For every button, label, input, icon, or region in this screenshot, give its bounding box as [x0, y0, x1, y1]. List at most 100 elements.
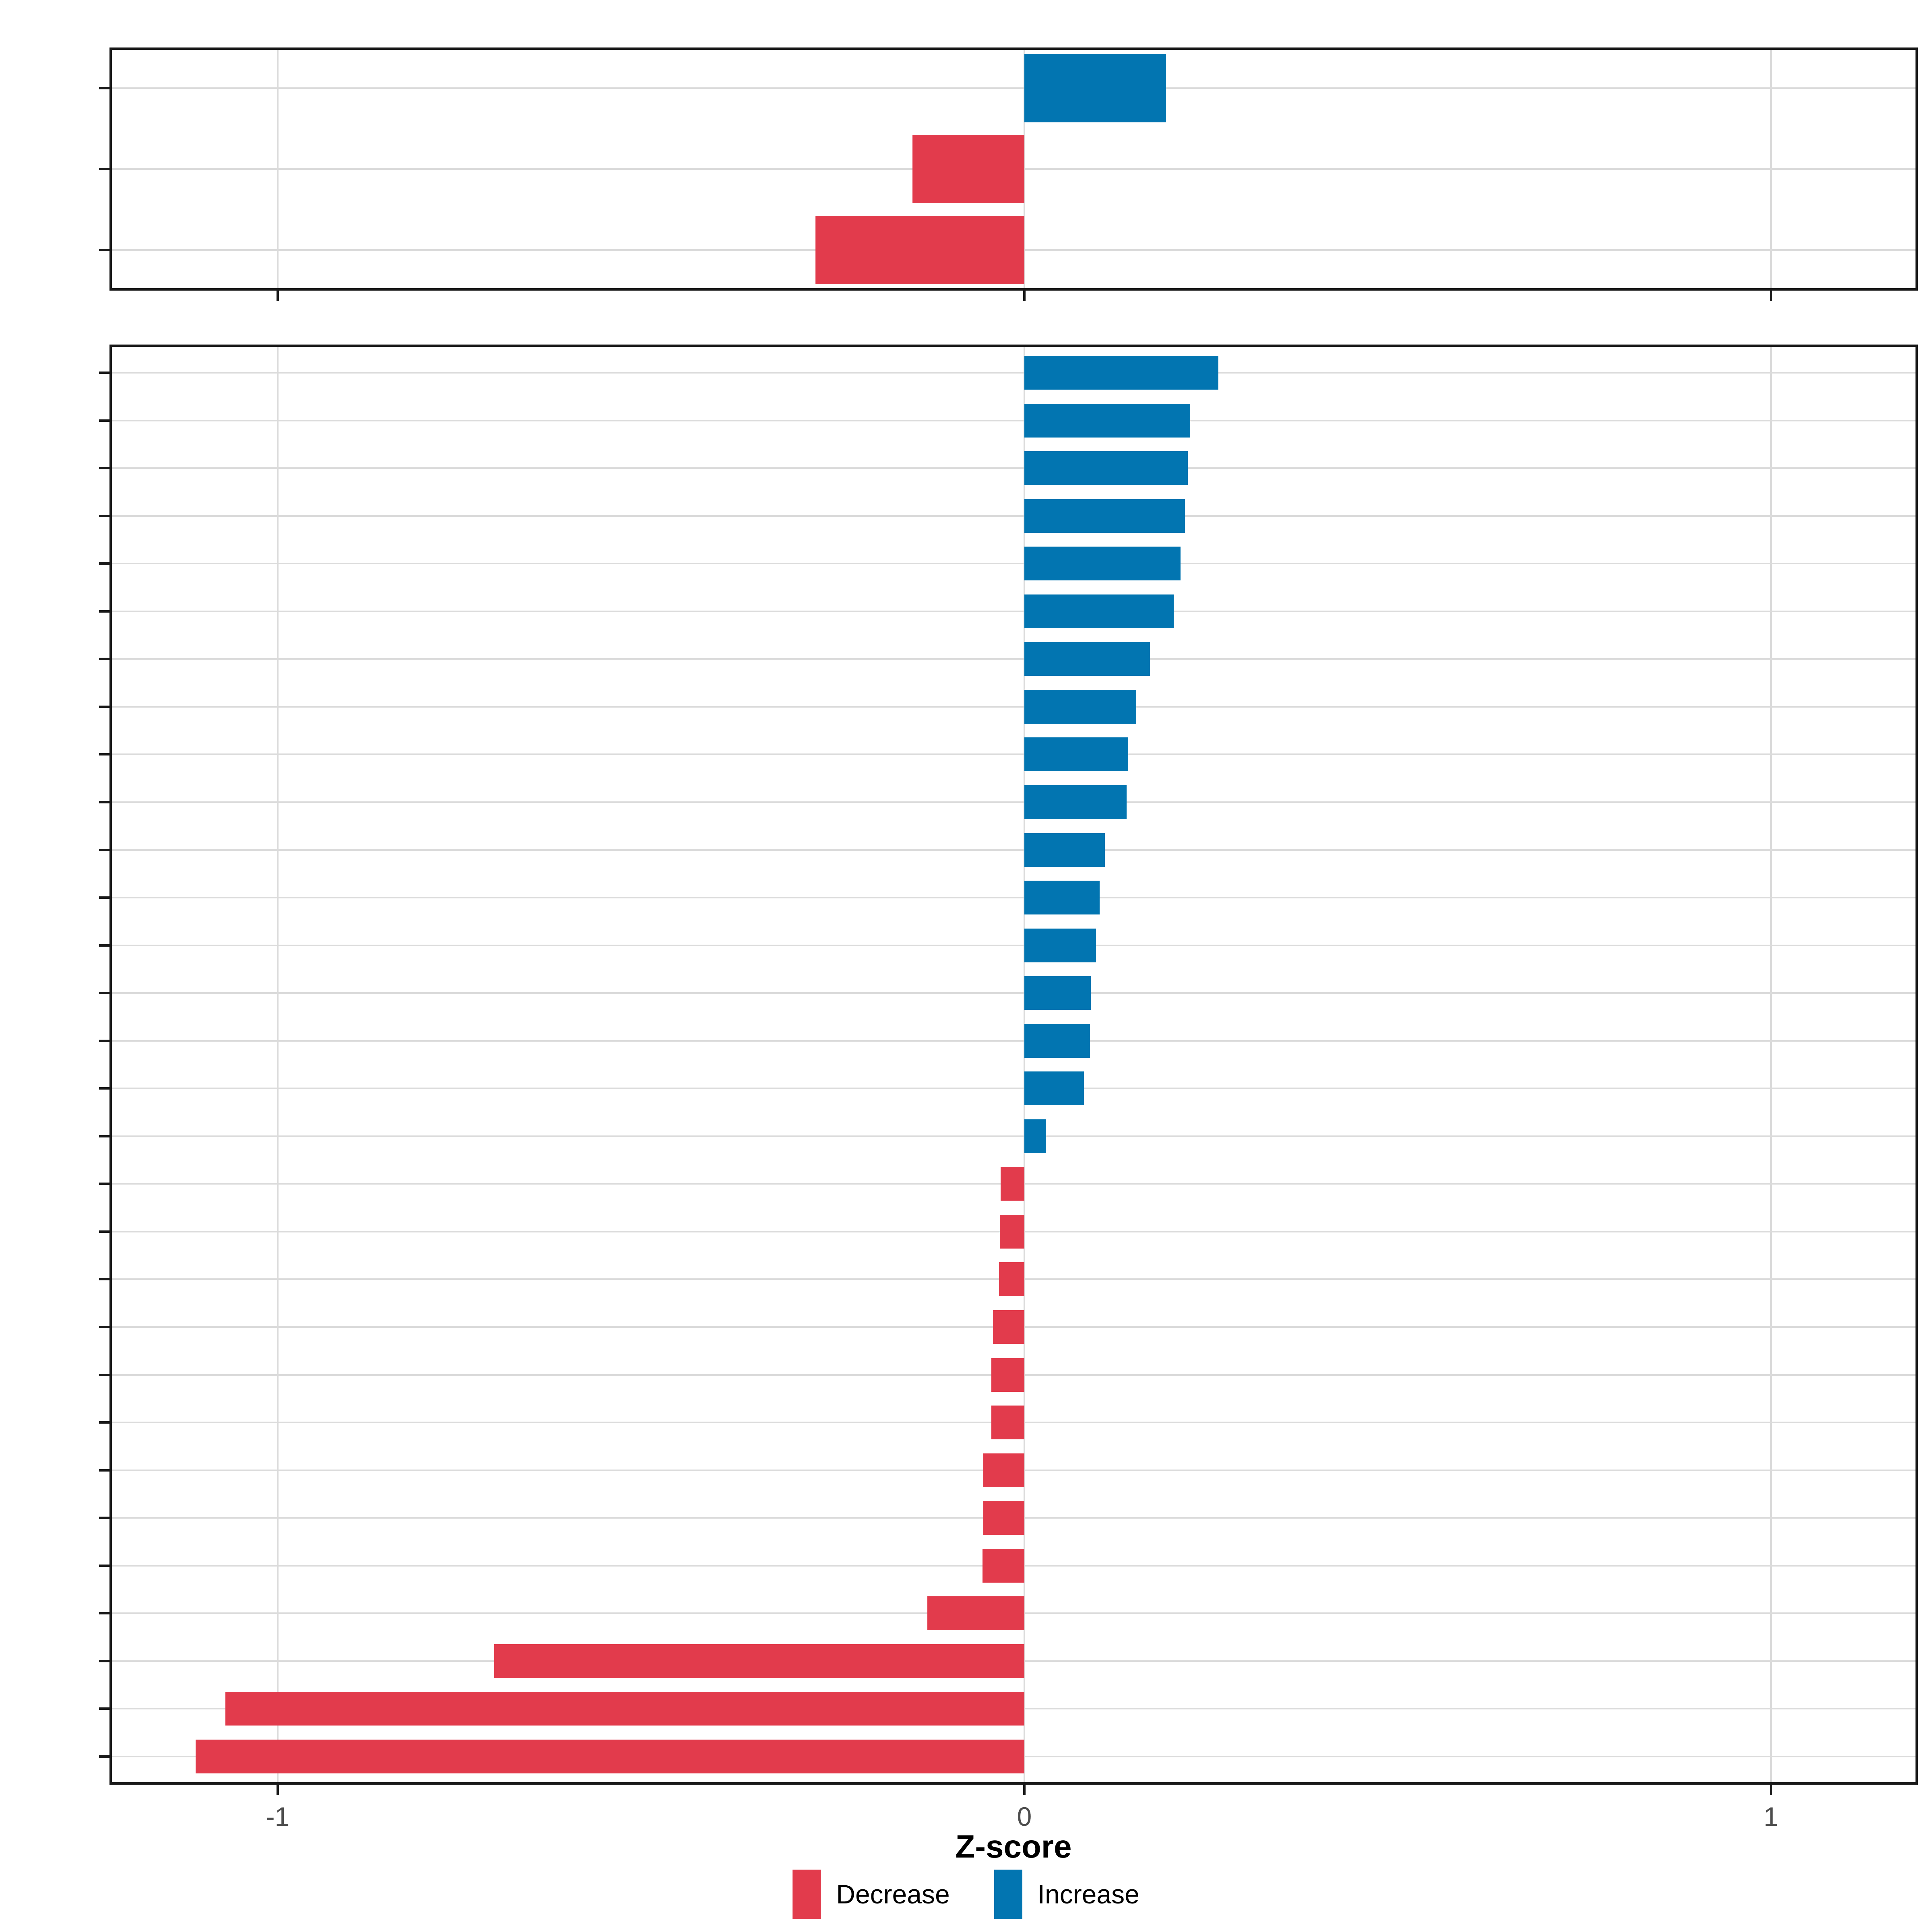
- legend: Decrease Increase: [0, 1870, 1932, 1919]
- gridline-horizontal: [112, 706, 1915, 708]
- y-axis-tick: [99, 658, 109, 661]
- y-axis-tick: [99, 1230, 109, 1233]
- bar-GH3: [993, 1310, 1024, 1344]
- bar-GT35: [1024, 785, 1127, 819]
- bar-GH20: [1024, 356, 1219, 390]
- y-axis-tick: [99, 419, 109, 422]
- bar-GH95: [1024, 1119, 1046, 1153]
- y-axis-tick: [99, 467, 109, 470]
- y-axis-tick: [99, 1707, 109, 1710]
- x-tick-label: 0: [1017, 1802, 1032, 1831]
- gridline-horizontal: [112, 610, 1915, 612]
- gridline-horizontal: [112, 1088, 1915, 1090]
- x-axis-tick: [277, 291, 279, 301]
- y-axis-tick: [99, 1183, 109, 1185]
- bar-GT4: [225, 1692, 1024, 1726]
- bar-GT: [815, 216, 1024, 285]
- y-axis-tick: [99, 801, 109, 803]
- y-axis-tick: [99, 1421, 109, 1424]
- x-axis-tick: [1770, 291, 1772, 301]
- bar-GT10: [999, 1214, 1024, 1249]
- y-axis-tick: [99, 896, 109, 899]
- gridline-horizontal: [112, 87, 1915, 89]
- y-axis-tick: [99, 1326, 109, 1328]
- bar-GH32: [991, 1406, 1024, 1440]
- y-axis-tick: [99, 705, 109, 708]
- bar-GT30: [1024, 1071, 1084, 1106]
- bar-GT8: [1000, 1167, 1024, 1201]
- gridline-horizontal: [112, 1040, 1915, 1042]
- gridline-vertical: [1770, 347, 1772, 1782]
- bar-GT28: [1024, 881, 1100, 915]
- gridline-horizontal: [112, 515, 1915, 517]
- bar-GH9: [983, 1501, 1024, 1535]
- x-axis-tick: [1770, 1785, 1772, 1795]
- y-axis-tick: [99, 753, 109, 756]
- bar-CBM48: [1024, 689, 1137, 724]
- gridline-horizontal: [112, 419, 1915, 421]
- legend-item-increase: Increase: [994, 1870, 1139, 1919]
- bar-CBM: [1024, 54, 1166, 122]
- y-axis-tick: [99, 249, 109, 252]
- y-axis-tick: [99, 1517, 109, 1519]
- bar-GH16: [1024, 547, 1181, 581]
- gridline-horizontal: [112, 658, 1915, 660]
- bar-GH77: [1024, 403, 1190, 438]
- y-axis-tick: [99, 1660, 109, 1662]
- bar-GT51: [1024, 976, 1091, 1010]
- bar-GT26: [927, 1596, 1024, 1631]
- x-axis-tick: [1023, 1785, 1026, 1795]
- x-axis-tick: [277, 1785, 279, 1795]
- gridline-horizontal: [112, 992, 1915, 994]
- y-axis-tick: [99, 562, 109, 565]
- bar-GH29: [195, 1739, 1024, 1773]
- gridline-horizontal: [112, 753, 1915, 755]
- bar-GH57: [1024, 451, 1188, 485]
- bar-GH: [912, 135, 1024, 203]
- legend-label-decrease: Decrease: [836, 1879, 950, 1909]
- x-axis-title: Z-score: [955, 1829, 1072, 1864]
- gridline-vertical: [277, 347, 279, 1782]
- bar-GT19: [1024, 499, 1185, 533]
- y-axis-tick: [99, 1755, 109, 1758]
- gridline-vertical: [1024, 347, 1025, 1782]
- gridline-horizontal: [112, 801, 1915, 803]
- legend-label-increase: Increase: [1037, 1879, 1139, 1909]
- bar-GH18: [999, 1262, 1024, 1296]
- gridline-horizontal: [112, 1135, 1915, 1137]
- y-axis-tick: [99, 1612, 109, 1615]
- y-axis-tick: [99, 1469, 109, 1472]
- x-tick-label: 1: [1763, 1802, 1779, 1831]
- bar-GT2: [1024, 1024, 1090, 1058]
- bar-GH31: [1024, 642, 1150, 676]
- bottom-panel: [109, 345, 1918, 1785]
- bar-GT9: [1024, 833, 1105, 867]
- gridline-horizontal: [112, 563, 1915, 565]
- y-axis-tick: [99, 168, 109, 170]
- y-axis-tick: [99, 610, 109, 613]
- y-axis-tick: [99, 944, 109, 947]
- bar-GH13: [1024, 594, 1174, 628]
- y-axis-tick: [99, 1564, 109, 1567]
- gridline-horizontal: [112, 897, 1915, 899]
- y-axis-tick: [99, 1087, 109, 1090]
- x-tick-label: -1: [266, 1802, 290, 1831]
- y-axis-tick: [99, 992, 109, 995]
- gridline-horizontal: [112, 849, 1915, 851]
- y-axis-tick: [99, 372, 109, 374]
- bar-GT1: [983, 1453, 1024, 1487]
- gridline-horizontal: [112, 944, 1915, 946]
- y-axis-tick: [99, 1039, 109, 1042]
- bar-CBM50: [1024, 737, 1128, 772]
- legend-item-decrease: Decrease: [793, 1870, 950, 1919]
- x-axis-tick: [1023, 291, 1026, 301]
- bar-GH5: [983, 1548, 1024, 1583]
- bar-GH33: [494, 1644, 1024, 1678]
- gridline-horizontal: [112, 467, 1915, 469]
- increase-swatch-icon: [994, 1870, 1022, 1919]
- y-axis-tick: [99, 87, 109, 89]
- y-axis-tick: [99, 514, 109, 517]
- decrease-swatch-icon: [793, 1870, 821, 1919]
- bar-GH84: [1024, 928, 1096, 962]
